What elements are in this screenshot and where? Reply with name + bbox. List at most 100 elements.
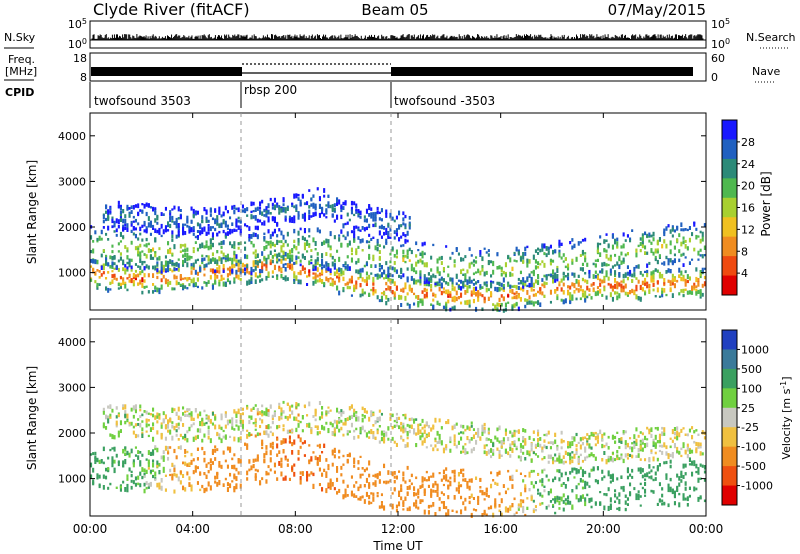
scatter-cell (402, 249, 405, 255)
scatter-cell (291, 216, 294, 221)
scatter-cell (359, 239, 362, 244)
scatter-cell (644, 245, 647, 250)
scatter-cell (552, 460, 555, 465)
scatter-cell (417, 427, 420, 431)
scatter-cell (697, 281, 700, 287)
scatter-cell (278, 211, 281, 215)
scatter-cell (188, 426, 191, 432)
scatter-cell (173, 221, 176, 225)
scatter-cell (111, 447, 114, 450)
scatter-cell (263, 232, 266, 236)
scatter-cell (406, 230, 409, 236)
scatter-cell (663, 461, 666, 465)
colorbar-tick-label: 16 (741, 202, 755, 215)
scatter-cell (117, 287, 120, 290)
scatter-cell (327, 410, 330, 414)
scatter-cell (303, 228, 306, 234)
scatter-cell (239, 459, 242, 464)
scatter-cell (105, 217, 108, 222)
scatter-cell (661, 290, 664, 295)
scatter-cell (338, 456, 341, 459)
scatter-cell (528, 471, 531, 475)
scatter-cell (490, 280, 493, 284)
scatter-cell (451, 284, 454, 288)
scatter-cell (291, 442, 294, 447)
scatter-cell (137, 423, 140, 426)
scatter-cell (385, 431, 388, 437)
scatter-cell (318, 229, 321, 234)
scatter-cell (404, 427, 407, 433)
scatter-cell (423, 439, 426, 444)
scatter-cell (393, 236, 396, 240)
scatter-cell (462, 285, 465, 289)
scatter-cell (147, 216, 150, 222)
scatter-cell (188, 462, 191, 467)
scatter-cell (457, 252, 460, 256)
scatter-cell (355, 260, 358, 265)
scatter-cell (254, 428, 257, 431)
scatter-cell (530, 271, 533, 274)
scatter-cell (338, 234, 341, 237)
scatter-cell (669, 459, 672, 464)
scatter-cell (462, 468, 465, 472)
scatter-cell (357, 227, 360, 232)
scatter-cell (579, 267, 582, 271)
scatter-cell (132, 280, 135, 284)
scatter-cell (299, 227, 302, 231)
scatter-cell (596, 290, 599, 296)
scatter-cell (432, 489, 435, 493)
scatter-cell (663, 261, 666, 266)
scatter-cell (211, 268, 214, 274)
scatter-cell (229, 257, 232, 262)
scatter-cell (378, 479, 381, 484)
scatter-cell (250, 433, 253, 436)
scatter-cell (119, 485, 122, 489)
scatter-cell (143, 260, 146, 264)
scatter-cell (624, 507, 627, 512)
date-label: 07/May/2015 (608, 1, 706, 19)
scatter-cell (507, 507, 510, 513)
scatter-cell (376, 492, 379, 495)
scatter-cell (226, 446, 229, 451)
scatter-cell (472, 434, 475, 439)
scatter-cell (631, 475, 634, 479)
scatter-cell (517, 294, 520, 299)
scatter-cell (406, 277, 409, 283)
scatter-cell (344, 421, 347, 425)
scatter-cell (626, 475, 629, 480)
scatter-cell (368, 430, 371, 434)
scatter-cell (475, 291, 478, 297)
scatter-cell (549, 289, 552, 295)
scatter-cell (303, 246, 306, 251)
scatter-cell (532, 451, 535, 455)
scatter-cell (509, 446, 512, 451)
scatter-cell (209, 275, 212, 280)
scatter-cell (119, 285, 122, 289)
scatter-cell (430, 488, 433, 493)
scatter-cell (333, 280, 336, 285)
scatter-cell (558, 244, 561, 248)
scatter-cell (363, 429, 366, 433)
scatter-cell (152, 290, 155, 294)
scatter-cell (470, 279, 473, 284)
scatter-cell (596, 258, 599, 262)
scatter-cell (485, 251, 488, 254)
scatter-cell (541, 469, 544, 474)
scatter-cell (196, 277, 199, 282)
scatter-cell (669, 486, 672, 490)
scatter-cell (342, 201, 345, 206)
scatter-cell (267, 465, 270, 469)
scatter-cell (552, 259, 555, 263)
scatter-cell (297, 434, 300, 439)
scatter-cell (596, 249, 599, 253)
scatter-cell (629, 492, 632, 496)
scatter-cell (291, 404, 294, 408)
scatter-cell (323, 264, 326, 269)
scatter-cell (577, 282, 580, 285)
scatter-cell (308, 401, 311, 407)
scatter-cell (519, 279, 522, 285)
scatter-cell (344, 261, 347, 266)
scatter-cell (299, 270, 302, 276)
scatter-cell (205, 263, 208, 268)
scatter-cell (646, 263, 649, 268)
